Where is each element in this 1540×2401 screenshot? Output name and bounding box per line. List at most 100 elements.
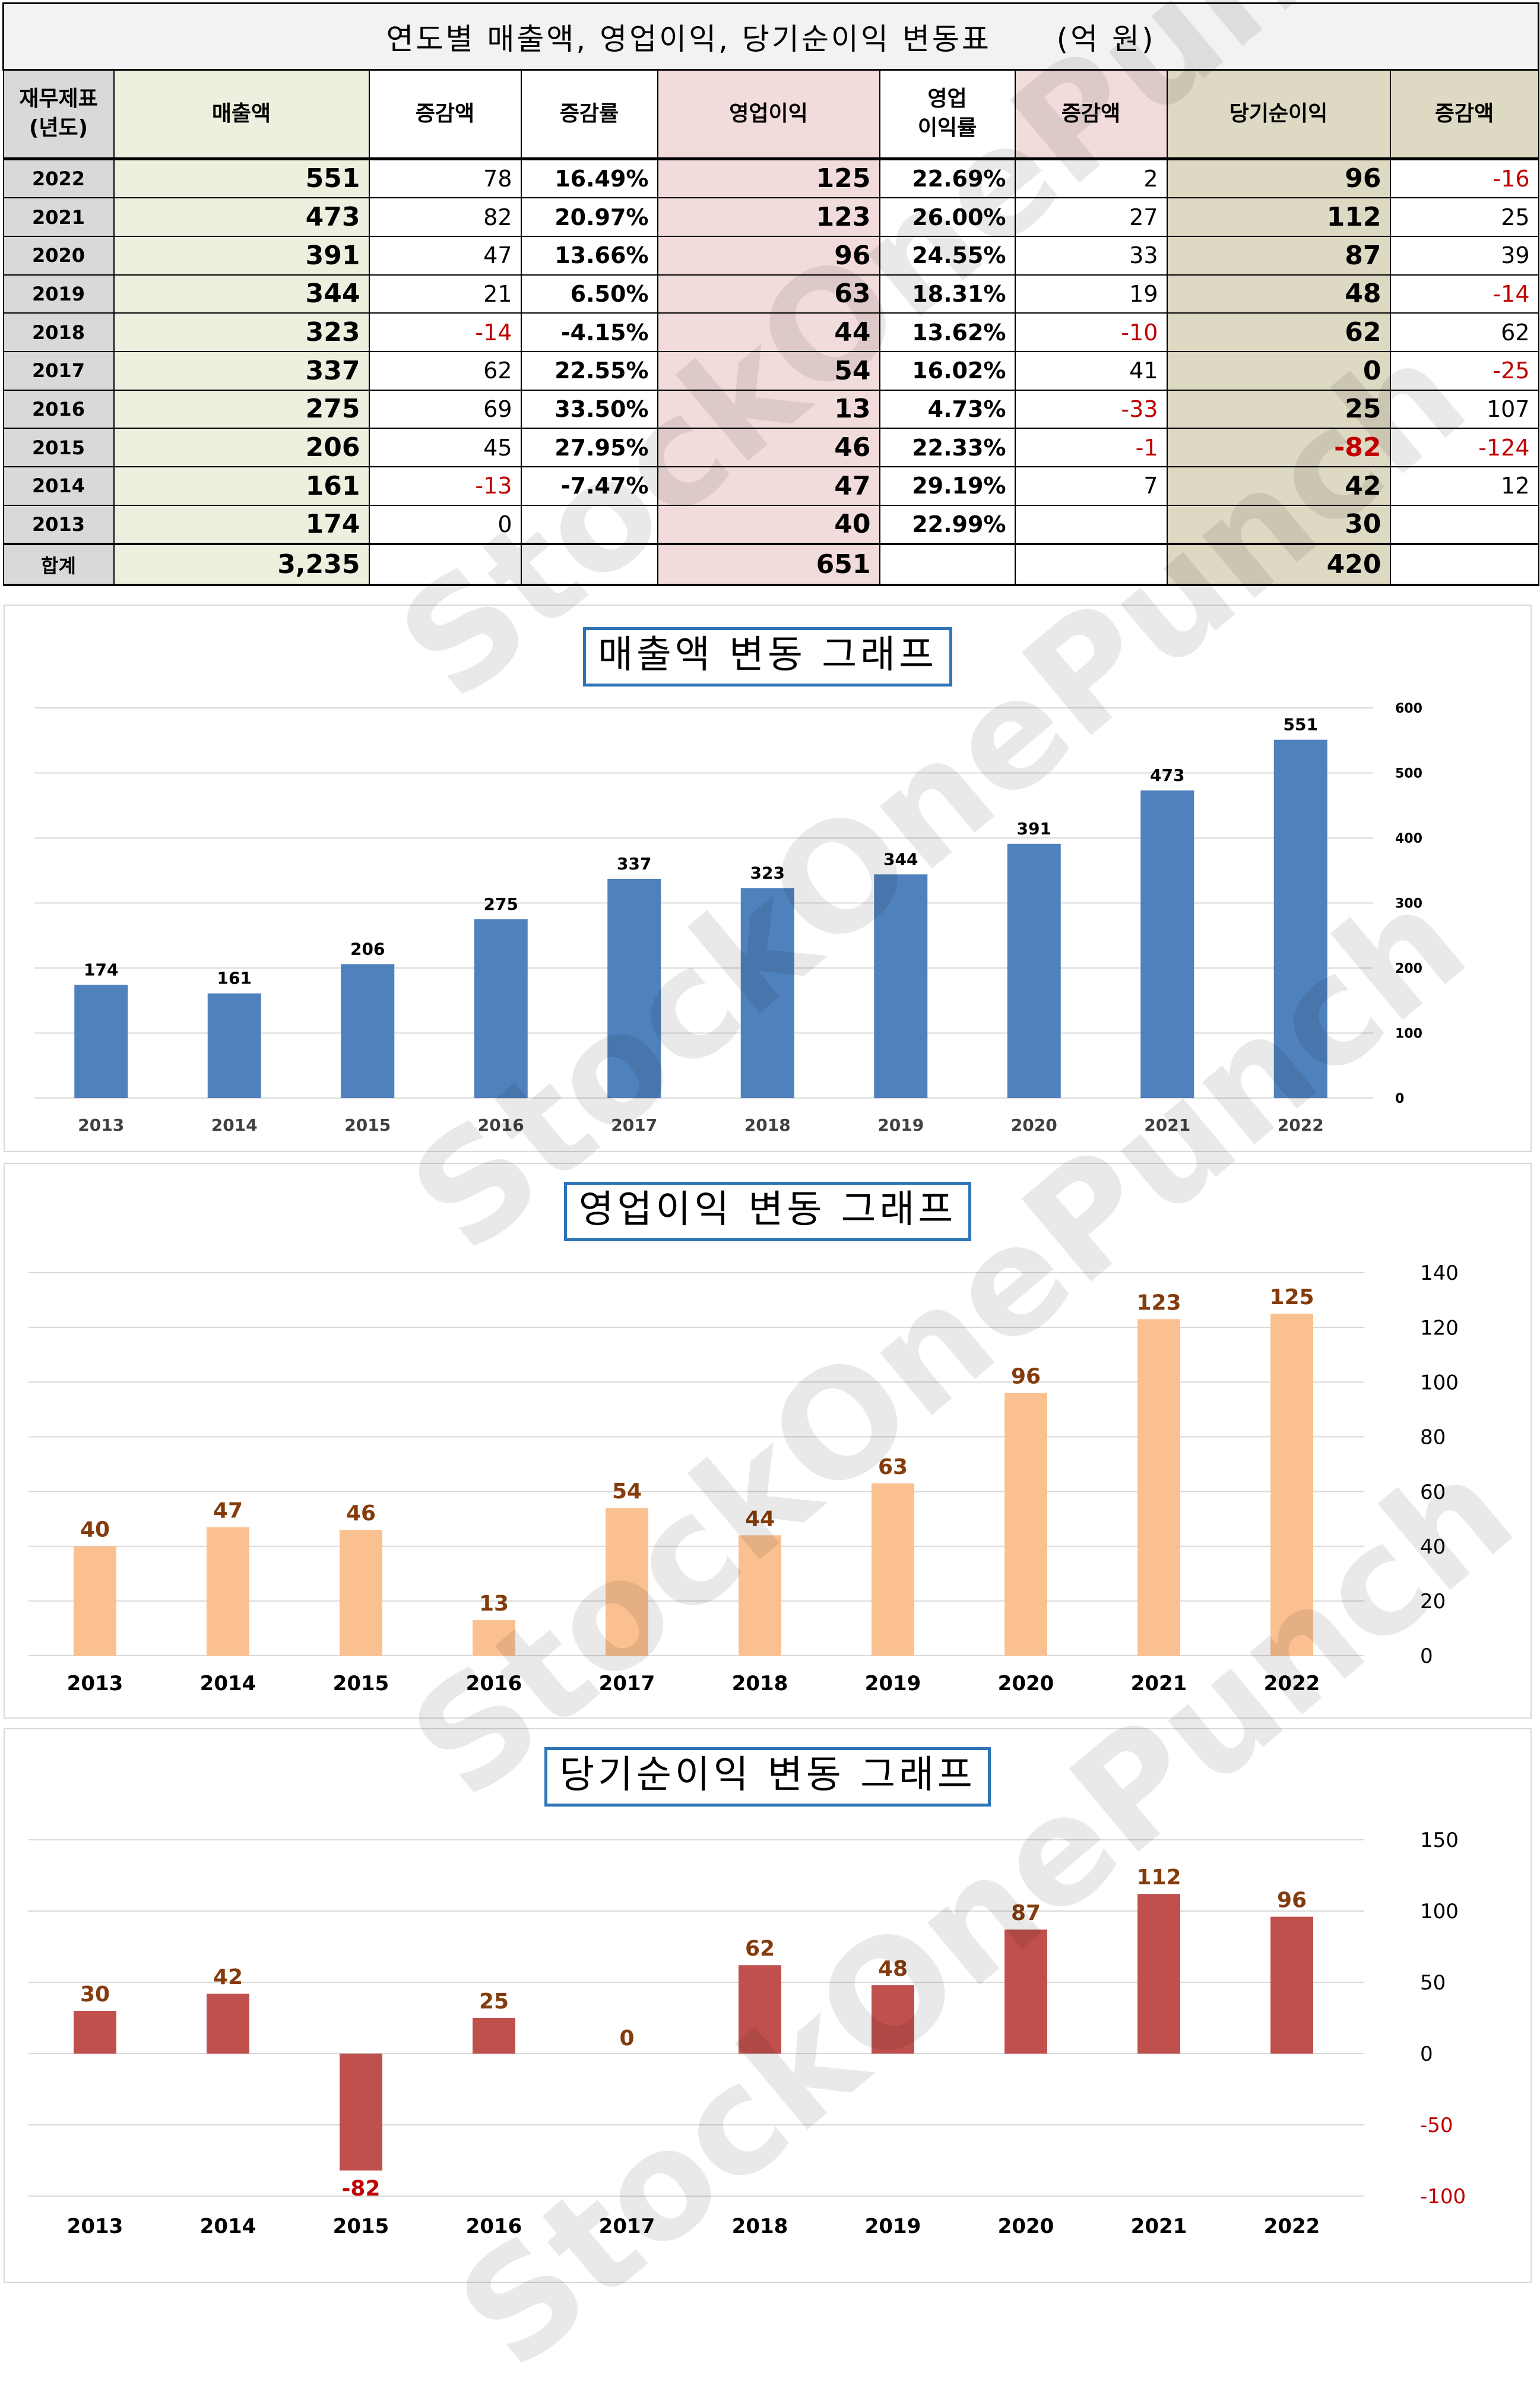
cell-op-margin: 22.69% — [879, 158, 1016, 199]
y-tick-label: 500 — [1395, 766, 1422, 781]
bar — [1137, 1319, 1180, 1656]
header-sales-rate: 증감률 — [520, 69, 658, 160]
x-tick-label: 2015 — [333, 1672, 389, 1695]
data-label: 48 — [878, 1957, 908, 1981]
cell-net: 96 — [1166, 158, 1391, 199]
cell-op-margin: 29.19% — [879, 466, 1016, 506]
cell-sales-rate — [520, 504, 658, 545]
x-tick-label: 2015 — [333, 2215, 389, 2238]
data-label: 40 — [80, 1518, 110, 1542]
cell-net-change: -25 — [1389, 350, 1539, 391]
bar — [207, 1527, 249, 1656]
op-chart-title-wrap: 영업이익 변동 그래프 — [5, 1182, 1531, 1241]
cell-net-change: -16 — [1389, 158, 1539, 199]
y-tick-label: 100 — [1420, 1900, 1459, 1924]
x-tick-label: 2013 — [67, 2215, 123, 2238]
bar — [1005, 1393, 1047, 1656]
total-label: 합계 — [2, 543, 115, 586]
data-label: 13 — [479, 1592, 509, 1616]
table-row: 2022 551 78 16.49% 125 22.69% 2 96 -16 — [2, 158, 1539, 199]
y-tick-label: 100 — [1420, 1371, 1459, 1395]
bar — [473, 1620, 515, 1656]
cell-year: 2016 — [2, 389, 115, 429]
cell-op-margin: 22.33% — [879, 428, 1016, 467]
cell-op-margin: 16.02% — [879, 350, 1016, 391]
bar — [207, 993, 261, 1098]
cell-sales: 161 — [113, 466, 370, 506]
bar — [739, 1535, 781, 1656]
cell-net-change: 39 — [1389, 235, 1539, 276]
x-tick-label: 2021 — [1131, 2215, 1187, 2238]
data-label: 112 — [1136, 1865, 1181, 1890]
cell-sales: 551 — [113, 158, 370, 199]
cell-year: 2015 — [2, 428, 115, 467]
x-tick-label: 2016 — [466, 2215, 522, 2238]
header-op: 영업이익 — [657, 69, 880, 160]
cell-sales: 337 — [113, 350, 370, 391]
bar — [340, 1530, 382, 1656]
cell-op-change: 7 — [1014, 466, 1168, 506]
x-tick-label: 2019 — [877, 1115, 924, 1135]
total-empty-cell — [879, 543, 1016, 586]
bar — [607, 878, 661, 1098]
data-label: 63 — [878, 1455, 908, 1479]
x-tick-label: 2014 — [200, 2215, 256, 2238]
x-tick-label: 2022 — [1264, 2215, 1320, 2238]
cell-op: 125 — [657, 158, 880, 199]
y-tick-label: 600 — [1395, 701, 1422, 716]
table-row: 2013 174 0 40 22.99% 30 — [2, 504, 1539, 545]
x-tick-label: 2017 — [599, 2215, 655, 2238]
total-empty-cell — [520, 543, 658, 586]
y-tick-label: 300 — [1395, 896, 1422, 911]
x-tick-label: 2019 — [865, 1672, 921, 1695]
bar — [1007, 843, 1061, 1098]
data-label: 42 — [213, 1965, 243, 1989]
cell-op-change: 19 — [1014, 274, 1168, 314]
cell-net-change: 25 — [1389, 197, 1539, 237]
y-tick-label: 400 — [1395, 831, 1422, 846]
x-tick-label: 2018 — [744, 1115, 791, 1135]
bar — [1270, 1314, 1313, 1656]
cell-sales-rate: 33.50% — [520, 389, 658, 429]
table-title-row: 연도별 매출액, 영업이익, 당기순이익 변동표 (억 원) — [2, 2, 1540, 71]
table-row: 2015 206 45 27.95% 46 22.33% -1 -82 -124 — [2, 428, 1539, 467]
table-title-cell: 연도별 매출액, 영업이익, 당기순이익 변동표 (억 원) — [2, 2, 1540, 71]
cell-sales-change: 0 — [368, 504, 522, 545]
bar — [606, 1508, 648, 1656]
cell-sales: 275 — [113, 389, 370, 429]
table-row: 2014 161 -13 -7.47% 47 29.19% 7 42 12 — [2, 466, 1539, 506]
bar — [341, 964, 395, 1098]
total-net: 420 — [1166, 543, 1391, 586]
header-op-change: 증감액 — [1014, 69, 1168, 160]
cell-sales-change: -14 — [368, 312, 522, 352]
cell-sales-change: 47 — [368, 235, 522, 276]
data-label: 323 — [750, 863, 785, 882]
cell-year: 2022 — [2, 158, 115, 199]
cell-sales: 473 — [113, 197, 370, 237]
y-tick-label: 0 — [1395, 1092, 1404, 1106]
cell-net-change — [1389, 504, 1539, 545]
x-tick-label: 2013 — [78, 1115, 124, 1135]
cell-sales-change: 62 — [368, 350, 522, 391]
cell-sales-change: 82 — [368, 197, 522, 237]
bar — [1270, 1916, 1313, 2054]
cell-op-margin: 13.62% — [879, 312, 1016, 352]
bar — [740, 888, 794, 1098]
data-label: 62 — [745, 1937, 775, 1961]
sales-chart: 0 100 200 300 400 500 600 174 2013 161 2014 206 2015… — [34, 701, 1422, 1135]
cell-year: 2019 — [2, 274, 115, 314]
bar — [872, 1985, 914, 2054]
op-chart-panel: 0 20 40 60 80 100 120 140 40 2013 47 2014 46 2015 13 20… — [4, 1163, 1532, 1719]
bar — [74, 2011, 116, 2054]
y-tick-label: 40 — [1420, 1535, 1446, 1559]
y-tick-label: 140 — [1420, 1261, 1459, 1285]
net-chart-title: 당기순이익 변동 그래프 — [544, 1747, 991, 1807]
cell-net: 42 — [1166, 466, 1391, 506]
data-label: 275 — [484, 894, 518, 914]
cell-net-change: 12 — [1389, 466, 1539, 506]
total-op: 651 — [657, 543, 880, 586]
cell-op-change: 27 — [1014, 197, 1168, 237]
header-sales: 매출액 — [113, 69, 370, 160]
cell-op-margin: 22.99% — [879, 504, 1016, 545]
cell-year: 2017 — [2, 350, 115, 391]
